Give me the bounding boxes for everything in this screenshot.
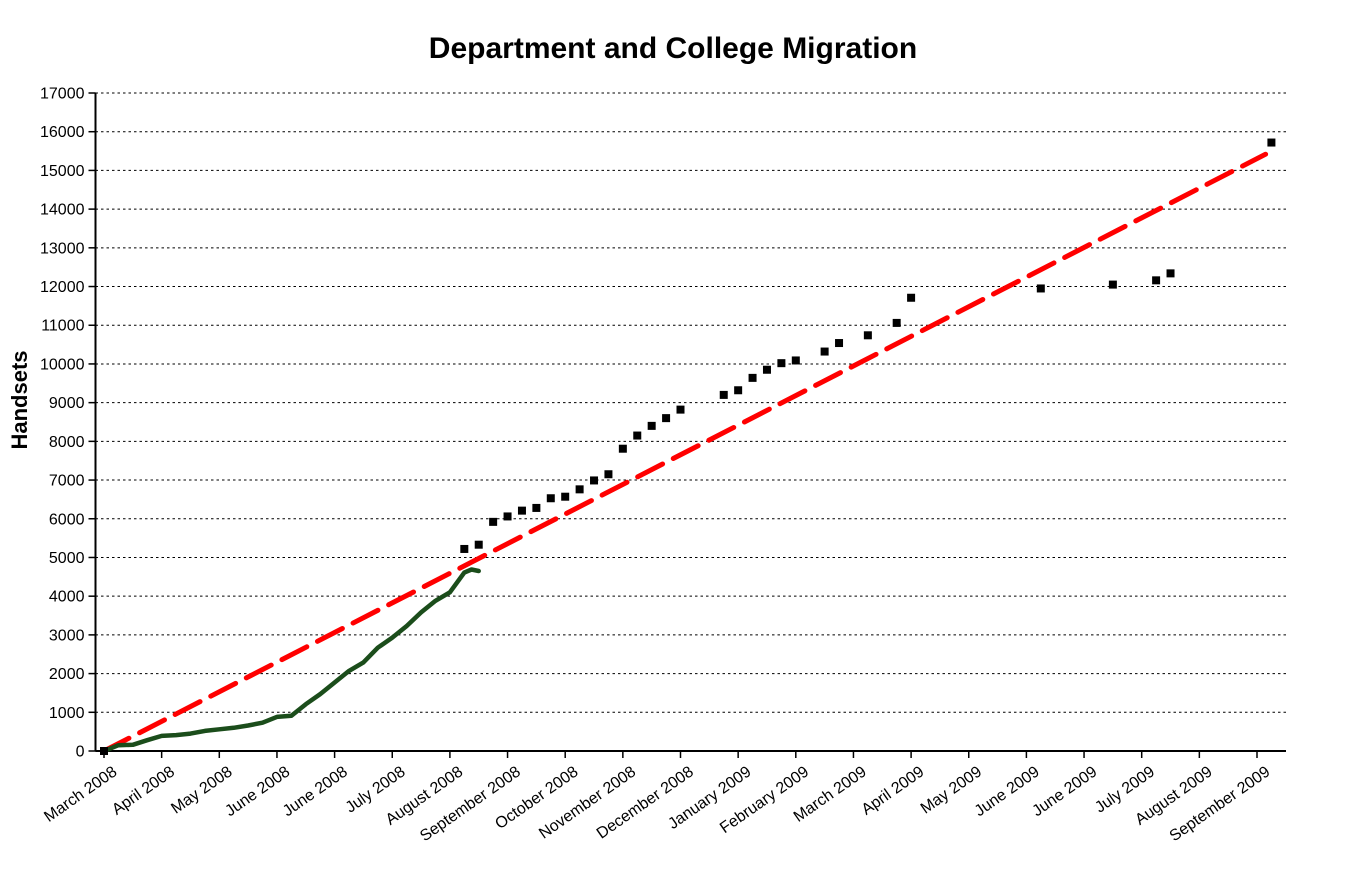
y-tick-label: 10000 — [40, 356, 85, 373]
y-axis-title: Handsets — [7, 350, 32, 449]
x-tick-label: September 2009 — [1167, 763, 1274, 845]
data-point — [1267, 138, 1276, 147]
series-layer — [100, 138, 1276, 755]
data-point — [561, 492, 570, 501]
y-tick-label: 4000 — [49, 589, 85, 606]
data-point — [1166, 269, 1175, 278]
gridlines-layer — [95, 92, 1286, 713]
data-point — [517, 506, 526, 515]
y-tick-label: 12000 — [40, 279, 85, 296]
data-point — [719, 390, 728, 399]
data-point — [863, 331, 872, 340]
y-tick-label: 8000 — [49, 434, 85, 451]
y-tick-label: 5000 — [49, 550, 85, 567]
x-tick-label: April 2009 — [859, 763, 928, 818]
chart-title: Department and College Migration — [429, 32, 917, 65]
data-point — [575, 485, 584, 494]
y-tick-label: 2000 — [49, 666, 85, 683]
data-point — [762, 365, 771, 374]
data-point — [892, 318, 901, 327]
y-tick-label: 14000 — [40, 202, 85, 219]
y-tick-label: 0 — [76, 744, 85, 761]
data-point — [676, 405, 685, 414]
x-tick-label: December 2008 — [594, 763, 697, 842]
y-tick-label: 9000 — [49, 395, 85, 412]
data-point — [1108, 280, 1117, 289]
data-point — [777, 359, 786, 368]
y-tick-label: 7000 — [49, 473, 85, 490]
red-dashed-line — [101, 151, 1269, 754]
x-tick-label: November 2008 — [536, 763, 639, 842]
data-point — [100, 747, 108, 755]
data-point — [647, 421, 656, 430]
x-tick-label: April 2008 — [109, 763, 178, 818]
y-tick-label: 1000 — [49, 705, 85, 722]
data-point — [618, 444, 627, 453]
x-tick-label: September 2008 — [417, 763, 524, 845]
x-tick-label: June 2008 — [280, 763, 351, 820]
y-tick-label: 11000 — [41, 318, 84, 335]
data-point — [590, 476, 599, 485]
data-point — [489, 517, 498, 526]
y-tick-label: 3000 — [49, 627, 85, 644]
x-tick-label: June 2009 — [1029, 763, 1100, 820]
data-point — [460, 544, 469, 553]
data-point — [734, 386, 743, 395]
y-tick-label: 13000 — [40, 240, 85, 257]
data-point — [1036, 284, 1045, 293]
data-point — [546, 494, 555, 503]
data-point — [1152, 276, 1161, 285]
green-solid-line — [101, 567, 481, 754]
data-point — [532, 503, 541, 512]
y-tick-label: 17000 — [40, 86, 85, 103]
y-tick-label: 16000 — [40, 124, 85, 141]
data-point — [748, 373, 757, 382]
data-point — [907, 293, 916, 302]
data-point — [835, 339, 844, 348]
data-point — [820, 347, 829, 356]
data-point — [791, 356, 800, 365]
y-tick-label: 6000 — [49, 511, 85, 528]
data-point — [633, 431, 642, 440]
x-tick-label: March 2008 — [41, 763, 120, 825]
y-tick-label: 15000 — [40, 163, 85, 180]
data-point — [604, 470, 613, 479]
data-point — [503, 512, 512, 521]
data-point — [662, 414, 671, 423]
data-point — [474, 540, 483, 549]
black-square-points — [100, 138, 1276, 755]
